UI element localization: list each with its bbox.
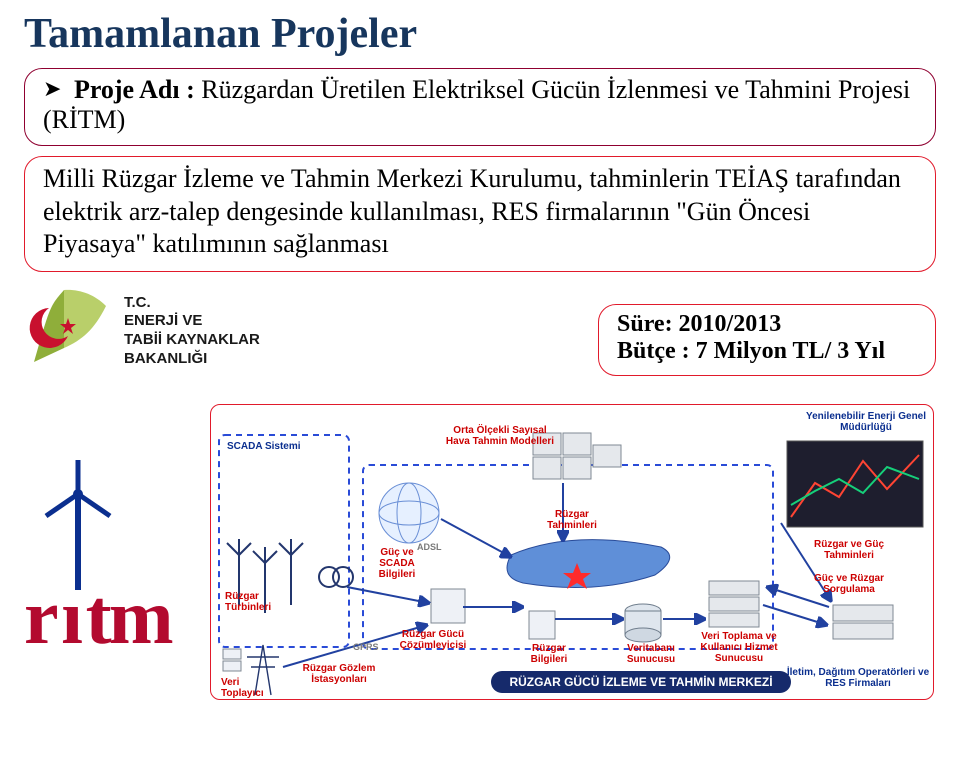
label-veritop: Veri Toplama ve Kullanıcı Hizmet Sunucus… (697, 631, 781, 664)
label-turb: Rüzgar Türbinleri (225, 591, 305, 613)
ritm-logo: rıtm (24, 460, 204, 670)
label-grs: Güç ve Rüzgar Sorgulama (803, 573, 895, 595)
label-yenilenebilir: Yenilenebilir Enerji Genel Müdürlüğü (801, 411, 931, 433)
label-rgt: Rüzgar ve Güç Tahminleri (803, 539, 895, 561)
ministry-logo-icon (24, 286, 110, 372)
label-iletim: İletim, Dağıtım Operatörleri ve RES Firm… (783, 667, 933, 689)
diagram-box: Yenilenebilir Enerji Genel Müdürlüğü SCA… (210, 404, 934, 700)
subtitle: ➤ Proje Adı : Rüzgardan Üretilen Elektri… (43, 75, 917, 135)
label-orta: Orta Ölçekli Sayısal Hava Tahmin Modelle… (445, 425, 555, 447)
ministry-line1: T.C. (124, 294, 260, 313)
label-scada: SCADA Sistemi (227, 441, 301, 452)
label-ruzgar-tahmin: Rüzgar Tahminleri (537, 509, 607, 531)
label-gprs: GPRS (353, 643, 379, 653)
duration-line2: Bütçe : 7 Milyon TL/ 3 Yıl (617, 338, 917, 365)
page-title: Tamamlanan Projeler (24, 10, 936, 58)
label-rgi: Rüzgar Gözlem İstasyonları (299, 663, 379, 685)
label-rbilgi: Rüzgar Bilgileri (519, 643, 579, 665)
ministry-logo-block: T.C. ENERJİ VE TABİİ KAYNAKLAR BAKANLIĞI (24, 280, 324, 390)
label-rgcoz: Rüzgar Gücü Çözümleyicisi (391, 629, 475, 651)
ministry-text: T.C. ENERJİ VE TABİİ KAYNAKLAR BAKANLIĞI (124, 294, 260, 369)
subtitle-prefix: Proje Adı : (74, 75, 201, 104)
diagram-banner: RÜZGAR GÜCÜ İZLEME VE TAHMİN MERKEZİ (491, 671, 791, 693)
duration-box: Süre: 2010/2013 Bütçe : 7 Milyon TL/ 3 Y… (598, 304, 936, 376)
label-vtop: Veri Toplayıcı (221, 677, 281, 699)
body-box: Milli Rüzgar İzleme ve Tahmin Merkezi Ku… (24, 156, 936, 272)
ritm-text: rıtm (24, 572, 171, 662)
ministry-line4: BAKANLIĞI (124, 350, 260, 369)
label-adsl: ADSL (417, 543, 442, 553)
ministry-line2: ENERJİ VE (124, 312, 260, 331)
ministry-line3: TABİİ KAYNAKLAR (124, 331, 260, 350)
label-veritabani: Veritabanı Sunucusu (621, 643, 681, 665)
bullet-icon: ➤ (43, 76, 61, 102)
subtitle-box: ➤ Proje Adı : Rüzgardan Üretilen Elektri… (24, 68, 936, 146)
duration-line1: Süre: 2010/2013 (617, 311, 917, 338)
body-text: Milli Rüzgar İzleme ve Tahmin Merkezi Ku… (43, 163, 917, 261)
